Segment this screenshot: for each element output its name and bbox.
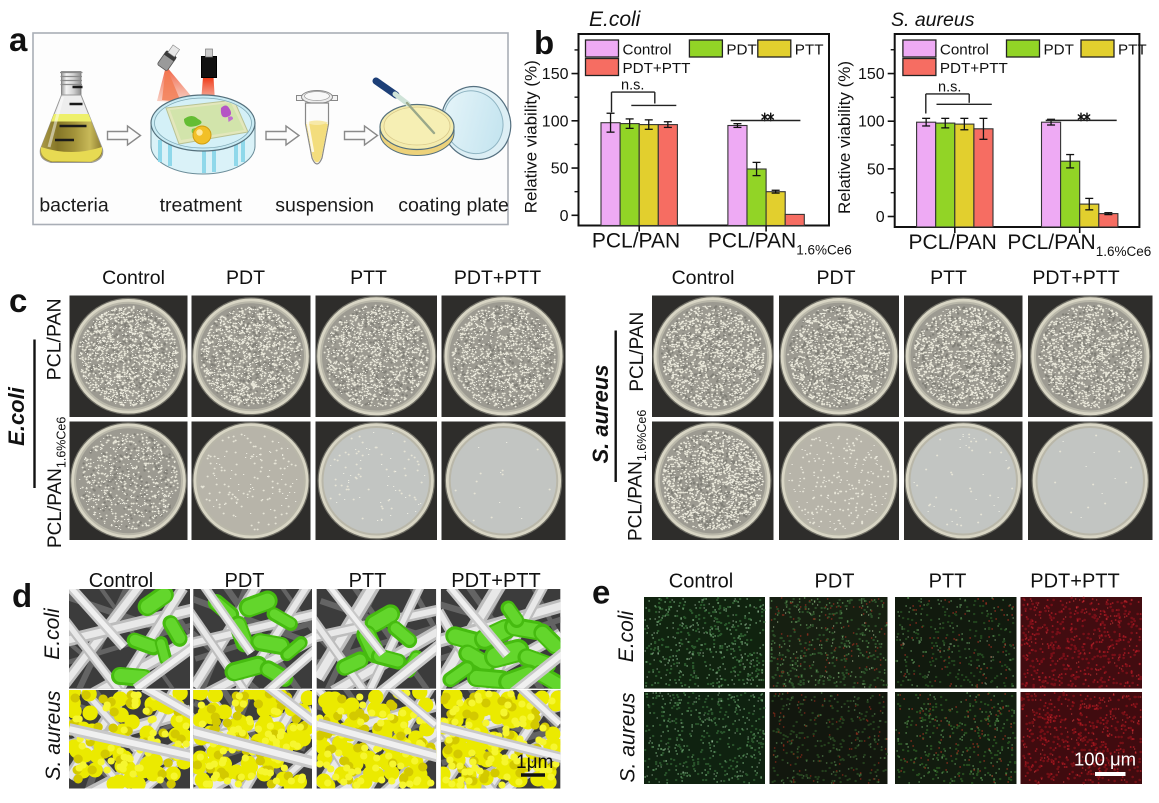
svg-text:E.coli: E.coli — [4, 386, 29, 446]
svg-text:100: 100 — [542, 113, 569, 130]
svg-text:E.coli: E.coli — [615, 609, 638, 662]
svg-text:Control: Control — [89, 570, 153, 592]
svg-text:PTT: PTT — [930, 267, 967, 289]
svg-text:PDT: PDT — [817, 267, 856, 289]
svg-text:Relative viability (%): Relative viability (%) — [835, 61, 854, 214]
svg-text:PDT+PTT: PDT+PTT — [1032, 267, 1119, 289]
svg-text:PCL/PAN1.6%Ce6: PCL/PAN1.6%Ce6 — [708, 230, 852, 258]
svg-text:50: 50 — [551, 161, 569, 178]
svg-text:PDT: PDT — [726, 42, 756, 59]
svg-text:Control: Control — [672, 267, 735, 289]
svg-text:PDT+PTT: PDT+PTT — [451, 570, 540, 592]
svg-text:PDT+PTT: PDT+PTT — [454, 267, 541, 289]
svg-text:E.coli: E.coli — [41, 607, 64, 660]
svg-text:d: d — [12, 577, 32, 614]
svg-text:S. aureus: S. aureus — [42, 690, 65, 780]
svg-text:a: a — [9, 21, 28, 58]
svg-text:PDT: PDT — [815, 571, 855, 593]
svg-text:100 μm: 100 μm — [1074, 749, 1136, 770]
svg-text:PDT+PTT: PDT+PTT — [1030, 571, 1119, 593]
svg-text:PDT+PTT: PDT+PTT — [940, 60, 1008, 77]
svg-text:PCL/PAN: PCL/PAN — [909, 231, 997, 254]
svg-text:n.s.: n.s. — [938, 79, 961, 95]
svg-text:S. aureus: S. aureus — [891, 9, 975, 31]
svg-text:PCL/PAN1.6%Ce6: PCL/PAN1.6%Ce6 — [1007, 231, 1151, 259]
svg-text:150: 150 — [858, 66, 885, 83]
svg-text:Control: Control — [940, 42, 989, 59]
svg-text:PCL/PAN1.6%Ce6: PCL/PAN1.6%Ce6 — [45, 417, 69, 548]
svg-text:100: 100 — [858, 114, 885, 131]
svg-text:1μm: 1μm — [516, 752, 553, 773]
svg-text:Control: Control — [102, 267, 165, 289]
svg-text:treatment: treatment — [160, 195, 243, 217]
svg-text:PDT: PDT — [225, 570, 265, 592]
svg-text:Control: Control — [623, 42, 672, 59]
svg-text:PTT: PTT — [1118, 42, 1147, 59]
svg-text:0: 0 — [560, 208, 569, 225]
svg-text:PDT: PDT — [1044, 42, 1074, 59]
svg-text:PTT: PTT — [795, 42, 824, 59]
svg-text:b: b — [534, 24, 554, 61]
svg-text:PCL/PAN: PCL/PAN — [44, 298, 66, 380]
svg-text:bacteria: bacteria — [39, 195, 109, 217]
svg-text:e: e — [592, 574, 610, 611]
svg-text:0: 0 — [876, 209, 885, 226]
svg-text:E.coli: E.coli — [589, 8, 642, 31]
svg-text:PDT: PDT — [226, 267, 265, 289]
svg-text:n.s.: n.s. — [621, 78, 644, 94]
svg-text:suspension: suspension — [275, 195, 374, 217]
svg-text:S. aureus: S. aureus — [588, 364, 613, 463]
svg-text:coating plate: coating plate — [398, 195, 509, 217]
svg-text:PCL/PAN: PCL/PAN — [627, 312, 648, 392]
svg-text:PCL/PAN1.6%Ce6: PCL/PAN1.6%Ce6 — [626, 410, 650, 541]
svg-text:c: c — [9, 282, 27, 319]
svg-text:PDT+PTT: PDT+PTT — [623, 60, 691, 77]
svg-text:PTT: PTT — [349, 570, 387, 592]
svg-text:50: 50 — [867, 161, 885, 178]
svg-text:Control: Control — [669, 571, 733, 593]
svg-text:PCL/PAN: PCL/PAN — [592, 230, 680, 253]
svg-text:150: 150 — [542, 66, 569, 83]
svg-text:PTT: PTT — [350, 267, 387, 289]
svg-text:S. aureus: S. aureus — [617, 692, 640, 782]
svg-text:Relative viability (%): Relative viability (%) — [522, 60, 541, 213]
svg-text:PTT: PTT — [929, 571, 967, 593]
